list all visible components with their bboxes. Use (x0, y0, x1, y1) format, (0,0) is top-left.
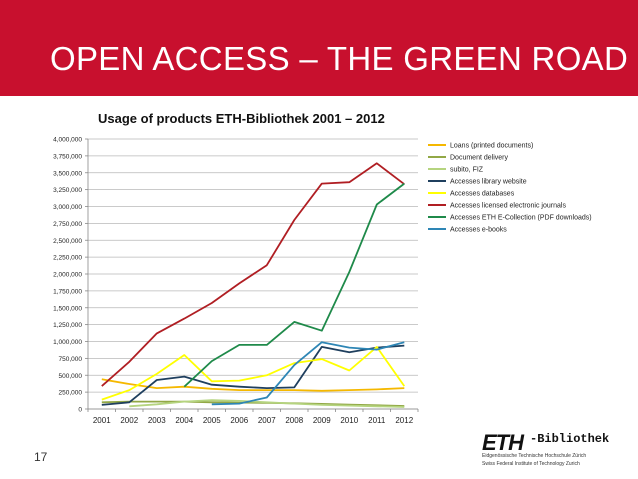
chart-title: Usage of products ETH-Bibliothek 2001 – … (98, 111, 385, 126)
y-tick-label: 3,000,000 (53, 204, 82, 211)
legend-label: Accesses ETH E-Collection (PDF downloads… (450, 215, 592, 222)
legend-label: Accesses library website (450, 179, 527, 186)
series-line-loans-printed-documents (101, 378, 405, 392)
slide-title: OPEN ACCESS – THE GREEN ROAD (50, 40, 629, 77)
x-tick-label: 2011 (368, 416, 386, 425)
slide-number: 17 (34, 450, 48, 464)
logo-word: -Bibliothek (530, 432, 610, 446)
x-tick-label: 2005 (203, 416, 221, 425)
series-line-accesses-eth-e-collection-pdf-downloads (183, 182, 405, 388)
y-tick-label: 1,000,000 (53, 339, 82, 346)
legend-label: Accesses databases (450, 191, 515, 198)
x-tick-label: 2002 (120, 416, 138, 425)
x-tick-label: 2001 (93, 416, 111, 425)
y-tick-label: 250,000 (59, 390, 83, 397)
y-tick-label: 2,750,000 (53, 221, 82, 228)
x-tick-label: 2008 (285, 416, 303, 425)
logo-subline-en: Swiss Federal Institute of Technology Zu… (482, 461, 580, 467)
series-line-document-delivery (101, 400, 405, 407)
series-line-accesses-databases (101, 346, 406, 401)
legend-label: Accesses e-books (450, 227, 507, 234)
x-tick-label: 2004 (175, 416, 193, 425)
y-tick-label: 0 (78, 407, 82, 414)
x-tick-label: 2012 (395, 416, 413, 425)
x-tick-label: 2006 (230, 416, 248, 425)
y-tick-label: 2,500,000 (53, 238, 82, 245)
y-tick-label: 3,500,000 (53, 170, 82, 177)
series-line-accesses-licensed-electronic-journals (101, 162, 405, 387)
legend-label: subito, FIZ (450, 167, 484, 174)
legend-label: Loans (printed documents) (450, 143, 533, 150)
y-tick-label: 1,750,000 (53, 288, 82, 295)
legend-label: Document delivery (450, 155, 508, 162)
y-tick-label: 500,000 (59, 373, 83, 380)
y-tick-label: 2,250,000 (53, 255, 82, 262)
x-tick-label: 2007 (258, 416, 276, 425)
y-tick-label: 3,750,000 (53, 153, 82, 160)
series-line-accesses-library-website (101, 344, 405, 406)
y-tick-label: 4,000,000 (53, 137, 82, 144)
y-tick-label: 2,000,000 (53, 272, 82, 279)
x-tick-label: 2009 (313, 416, 331, 425)
logo-subline-de: Eidgenössische Technische Hochschule Zür… (482, 453, 587, 459)
y-tick-label: 1,250,000 (53, 322, 82, 329)
logo-mark: ETH (482, 430, 524, 455)
x-tick-label: 2003 (148, 416, 166, 425)
header-bar: OPEN ACCESS – THE GREEN ROAD (0, 0, 638, 96)
legend-label: Accesses licensed electronic journals (450, 203, 566, 210)
y-tick-label: 1,500,000 (53, 305, 82, 312)
x-tick-label: 2010 (340, 416, 358, 425)
eth-bibliothek-logo: ETH -Bibliothek Eidgenössische Technisch… (470, 420, 630, 475)
series-line-subito-fiz (129, 399, 405, 408)
series-line-accesses-e-books (211, 341, 405, 406)
y-tick-label: 3,250,000 (53, 187, 82, 194)
y-tick-label: 750,000 (59, 356, 83, 363)
